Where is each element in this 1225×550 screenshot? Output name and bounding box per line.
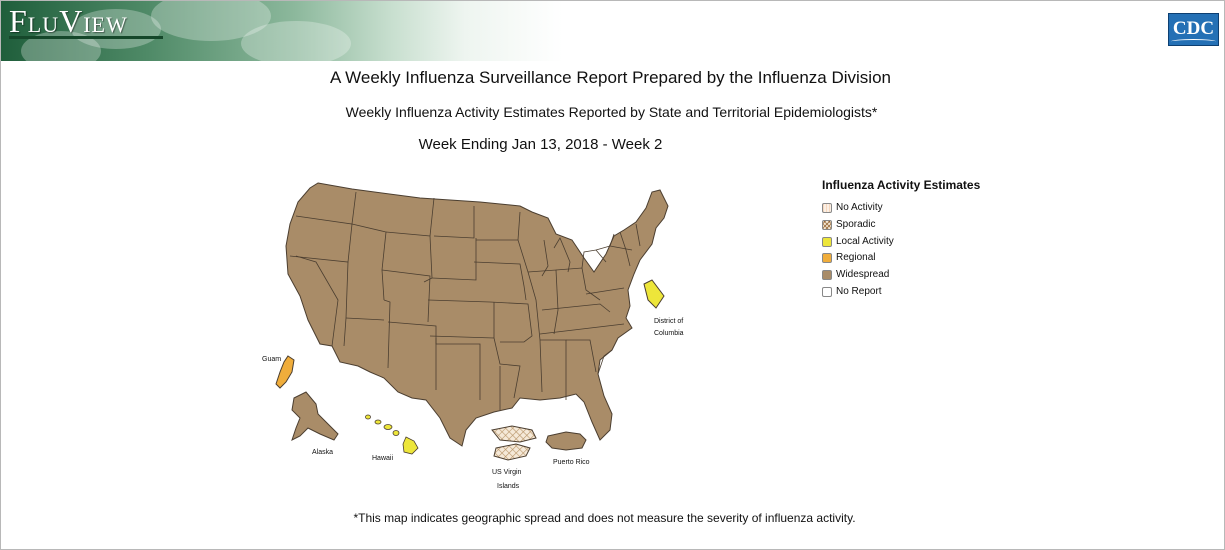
legend-item-no-report: No Report (822, 285, 980, 302)
puerto-rico-shape[interactable] (545, 431, 587, 451)
dc-label-line1: District of (654, 318, 683, 325)
legend-swatch (822, 286, 832, 297)
guam-label: Guam (262, 356, 281, 363)
logo-underline (9, 36, 163, 39)
week-ending: Week Ending Jan 13, 2018 - Week 2 (418, 136, 663, 153)
usvi-label-line2: Islands (497, 483, 520, 490)
fluview-logo[interactable]: FluView (9, 3, 128, 39)
footnote: *This map indicates geographic spread an… (353, 511, 856, 525)
legend-swatch (822, 253, 832, 264)
guam-shape[interactable] (275, 355, 295, 389)
legend: Influenza Activity Estimates No Activity… (822, 178, 980, 302)
us-virgin-islands-shape[interactable] (491, 425, 537, 461)
legend-item-regional: Regional (822, 251, 980, 268)
legend-swatch (822, 236, 832, 247)
legend-item-widespread: Widespread (822, 268, 980, 285)
report-title: A Weekly Influenza Surveillance Report P… (330, 68, 891, 87)
report-subtitle: Weekly Influenza Activity Estimates Repo… (345, 104, 878, 120)
alaska-label: Alaska (312, 449, 333, 456)
fluview-banner: FluView CDC (1, 1, 1223, 61)
legend-item-no-activity: No Activity (822, 201, 980, 218)
legend-swatch (822, 219, 832, 230)
district-of-columbia-shape[interactable] (643, 279, 665, 309)
hawaii-label: Hawaii (372, 455, 393, 462)
legend-item-sporadic: Sporadic (822, 218, 980, 235)
state-borders (289, 191, 641, 410)
hawaii-shape[interactable] (365, 414, 419, 455)
cdc-logo-text: CDC (1172, 18, 1215, 39)
contiguous-us[interactable] (285, 182, 669, 447)
states-widespread[interactable] (285, 182, 669, 447)
puerto-rico-label: Puerto Rico (553, 459, 590, 466)
legend-swatch (822, 203, 832, 213)
usvi-label-line1: US Virgin (492, 469, 522, 476)
dc-label-line2: Columbia (654, 330, 684, 337)
legend-title: Influenza Activity Estimates (822, 178, 981, 192)
legend-item-local-activity: Local Activity (822, 235, 980, 252)
cdc-logo[interactable]: CDC (1168, 13, 1219, 46)
legend-swatch (822, 270, 832, 281)
alaska-shape[interactable] (291, 391, 339, 441)
